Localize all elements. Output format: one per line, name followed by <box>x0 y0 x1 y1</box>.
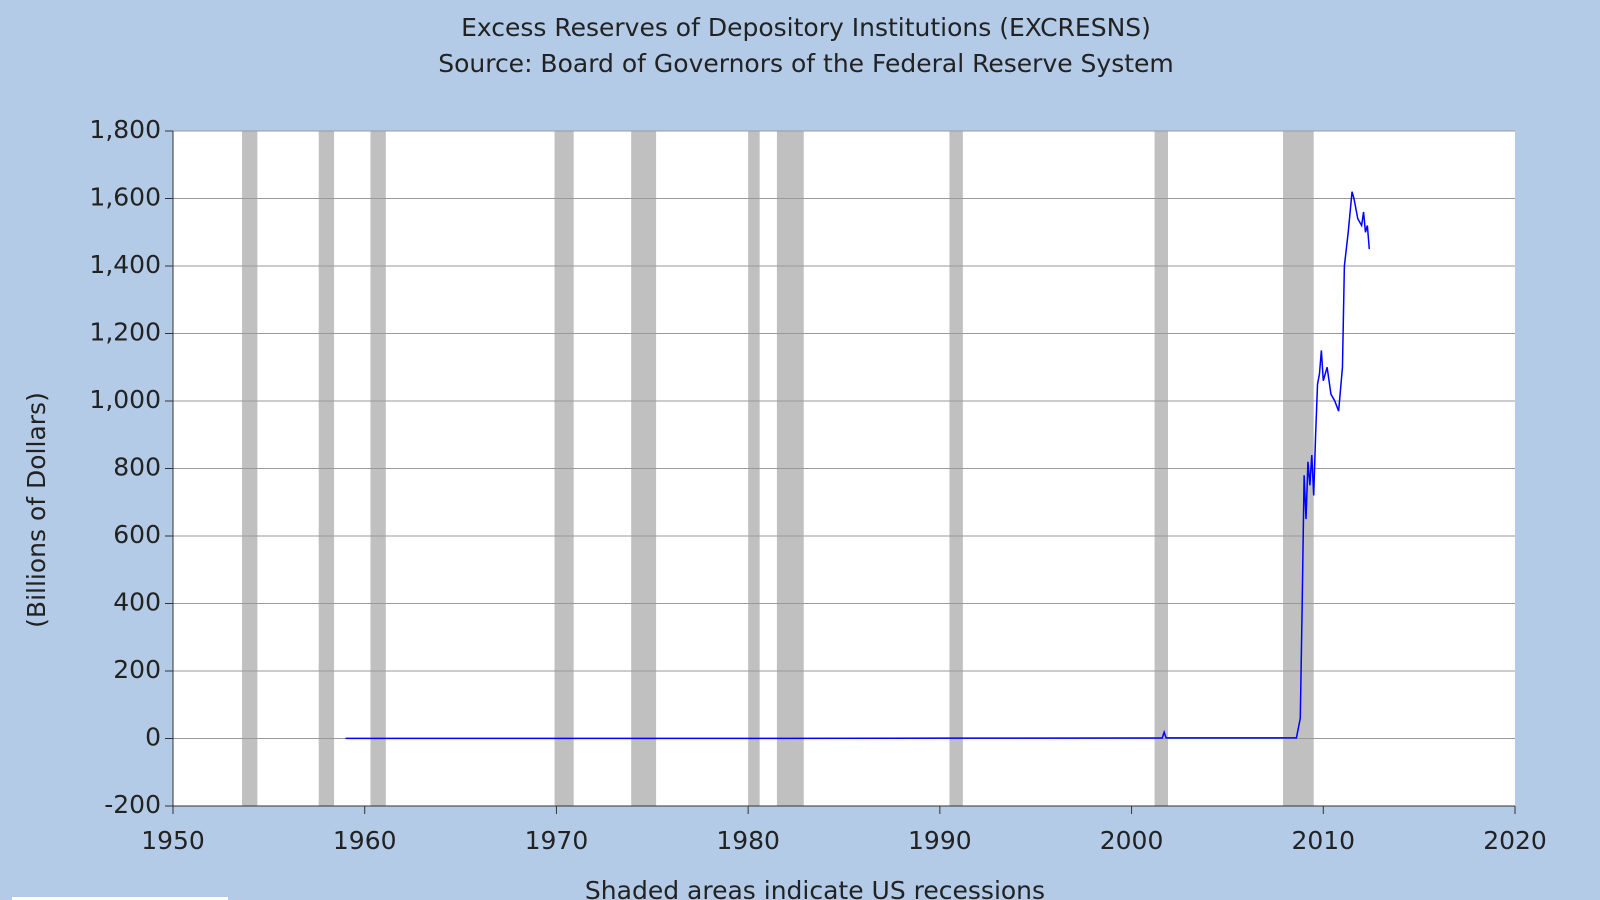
y-axis-label: (Billions of Dollars) <box>22 392 51 628</box>
y-tick-label: 400 <box>113 588 161 617</box>
data-line <box>345 191 1371 740</box>
y-tick-label: 1,400 <box>89 250 161 279</box>
y-tick-label: 1,200 <box>89 318 161 347</box>
y-tick-label: 0 <box>145 723 161 752</box>
x-tick-label: 2000 <box>1100 826 1164 855</box>
y-tick-label: 200 <box>113 655 161 684</box>
x-tick-label: 1950 <box>141 826 205 855</box>
x-tick-label: 2020 <box>1483 826 1547 855</box>
chart-subtitle: Source: Board of Governors of the Federa… <box>438 49 1174 78</box>
x-tick-label: 1960 <box>333 826 397 855</box>
footnote: Shaded areas indicate US recessions <box>585 876 1045 900</box>
y-tick-label: 600 <box>113 520 161 549</box>
y-tick-label: 1,800 <box>89 115 161 144</box>
x-tick-label: 2010 <box>1291 826 1355 855</box>
y-tick-label: 800 <box>113 453 161 482</box>
y-tick-label: -200 <box>104 790 161 819</box>
decoration <box>12 897 228 900</box>
y-tick-label: 1,000 <box>89 385 161 414</box>
x-tick-label: 1990 <box>908 826 972 855</box>
x-tick-label: 1970 <box>525 826 589 855</box>
chart-title: Excess Reserves of Depository Institutio… <box>461 13 1151 42</box>
x-tick-label: 1980 <box>716 826 780 855</box>
y-tick-label: 1,600 <box>89 183 161 212</box>
